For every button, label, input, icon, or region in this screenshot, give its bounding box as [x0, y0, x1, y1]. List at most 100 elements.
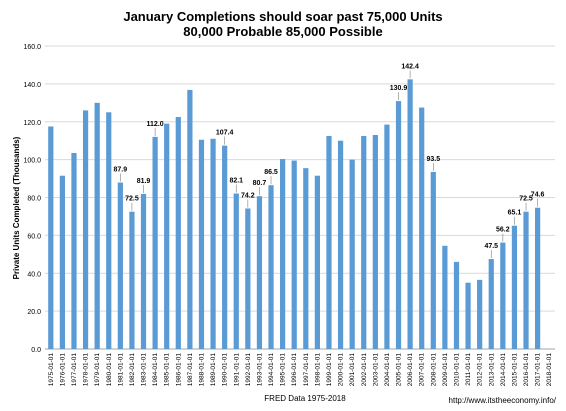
data-label: 47.5	[484, 243, 498, 250]
x-tick-label: 1981-01-01	[117, 353, 124, 387]
bar	[117, 182, 123, 349]
x-tick-label: 2006-01-01	[407, 353, 414, 387]
data-label: 87.9	[114, 167, 128, 174]
bar	[523, 211, 529, 349]
x-tick-label: 1986-01-01	[175, 353, 182, 387]
x-tick-label: 2010-01-01	[453, 353, 460, 387]
data-label: 112.0	[147, 121, 164, 128]
data-label: 93.5	[426, 156, 440, 163]
bar	[372, 135, 378, 349]
bar	[500, 242, 506, 349]
bar	[326, 135, 332, 349]
bar	[71, 152, 77, 349]
bar	[164, 123, 170, 349]
bar	[477, 279, 483, 349]
bar	[175, 117, 181, 349]
y-axis-label: Private Units Completed (Thousands)	[12, 136, 21, 279]
x-tick-label: 2009-01-01	[442, 353, 449, 387]
x-tick-label: 1991-01-01	[233, 353, 240, 387]
bar	[395, 101, 402, 349]
x-tick-label: 1992-01-01	[245, 353, 252, 387]
bar	[210, 138, 216, 349]
x-tick-label: 1985-01-01	[164, 353, 171, 387]
x-tick-label: 1996-01-01	[291, 353, 298, 387]
x-tick-label: 1997-01-01	[303, 353, 310, 387]
bar	[222, 145, 228, 349]
data-label: 74.2	[241, 192, 255, 199]
data-label: 72.5	[125, 196, 139, 203]
data-label: 80.7	[253, 180, 267, 187]
bar	[511, 225, 518, 349]
y-tick-label: 20.0	[27, 309, 41, 316]
x-tick-label: 1989-01-01	[210, 353, 217, 387]
data-label: 81.9	[137, 178, 151, 185]
bar	[430, 171, 436, 349]
bar	[152, 136, 158, 349]
bar	[140, 193, 147, 349]
y-tick-label: 160.0	[23, 44, 41, 51]
bar	[453, 261, 460, 349]
bars	[48, 79, 541, 349]
x-tick-label: 2005-01-01	[396, 353, 403, 387]
bar	[384, 124, 390, 349]
bar	[291, 160, 297, 349]
axes: 0.0 20.0 40.0 60.0 80.0 100.0 120.0 140.0 160.0 1…	[23, 44, 555, 386]
x-tick-label: 1980-01-01	[106, 353, 113, 387]
data-labels: 87.9 72.5 81.9 112.0 107.4 82.1 74.2 80.7 86.5 13…	[114, 63, 545, 259]
data-label: 72.5	[519, 196, 533, 203]
bar	[535, 207, 541, 349]
x-tick-label: 2011-01-01	[465, 353, 472, 386]
source-url: http://www.itstheeconomy.info/	[449, 396, 557, 405]
bar	[419, 107, 425, 349]
y-tick-label: 60.0	[27, 233, 41, 240]
bar	[256, 196, 263, 349]
data-label: 130.9	[390, 85, 408, 92]
x-tick-label: 2014-01-01	[500, 353, 507, 387]
x-tick-label: 2008-01-01	[430, 353, 437, 387]
bar	[314, 175, 320, 349]
x-tick-label: 2003-01-01	[372, 353, 379, 387]
data-label: 74.6	[531, 192, 545, 199]
y-tick-label: 140.0	[23, 82, 41, 89]
x-tick-label: 2012-01-01	[477, 353, 484, 387]
x-tick-label: 1977-01-01	[71, 353, 78, 387]
bar	[442, 245, 448, 349]
bar	[488, 259, 494, 349]
bar	[465, 282, 471, 349]
y-tick-label: 0.0	[31, 347, 41, 354]
x-tick-label: 2000-01-01	[338, 353, 345, 387]
x-tick-label: 2004-01-01	[384, 353, 391, 387]
bar	[233, 193, 239, 349]
bar	[280, 159, 286, 349]
chart-subtitle: 80,000 Probable 85,000 Possible	[183, 24, 383, 39]
x-tick-label: 1994-01-01	[268, 353, 275, 387]
x-tick-label: 1978-01-01	[83, 353, 90, 387]
x-tick-label: 2016-01-01	[523, 353, 530, 387]
x-tick-label: 1993-01-01	[256, 353, 263, 387]
x-tick-label: 1990-01-01	[222, 353, 229, 387]
bar	[198, 139, 205, 349]
x-tick-label: 1987-01-01	[187, 353, 194, 387]
data-label: 56.2	[496, 227, 510, 234]
data-label: 82.1	[229, 178, 243, 185]
x-tick-label: 2018-01-01	[546, 353, 553, 387]
data-label: 86.5	[264, 169, 278, 176]
x-axis-label: FRED Data 1975-2018	[264, 394, 346, 403]
x-tick-label: 1999-01-01	[326, 353, 333, 387]
bar	[268, 185, 274, 349]
data-label: 65.1	[508, 210, 522, 217]
data-label: 142.4	[401, 63, 419, 70]
x-tick-label: 1976-01-01	[59, 353, 66, 387]
x-tick-label: 1975-01-01	[48, 353, 55, 387]
y-tick-label: 80.0	[27, 196, 41, 203]
y-tick-label: 120.0	[23, 120, 41, 127]
x-tick-label: 1984-01-01	[152, 353, 159, 387]
bar	[361, 135, 367, 349]
bar	[245, 208, 251, 349]
x-tick-label: 2002-01-01	[361, 353, 368, 387]
data-label: 107.4	[216, 130, 234, 137]
x-tick-label: 2001-01-01	[349, 353, 356, 387]
x-tick-label: 2013-01-01	[488, 353, 495, 387]
